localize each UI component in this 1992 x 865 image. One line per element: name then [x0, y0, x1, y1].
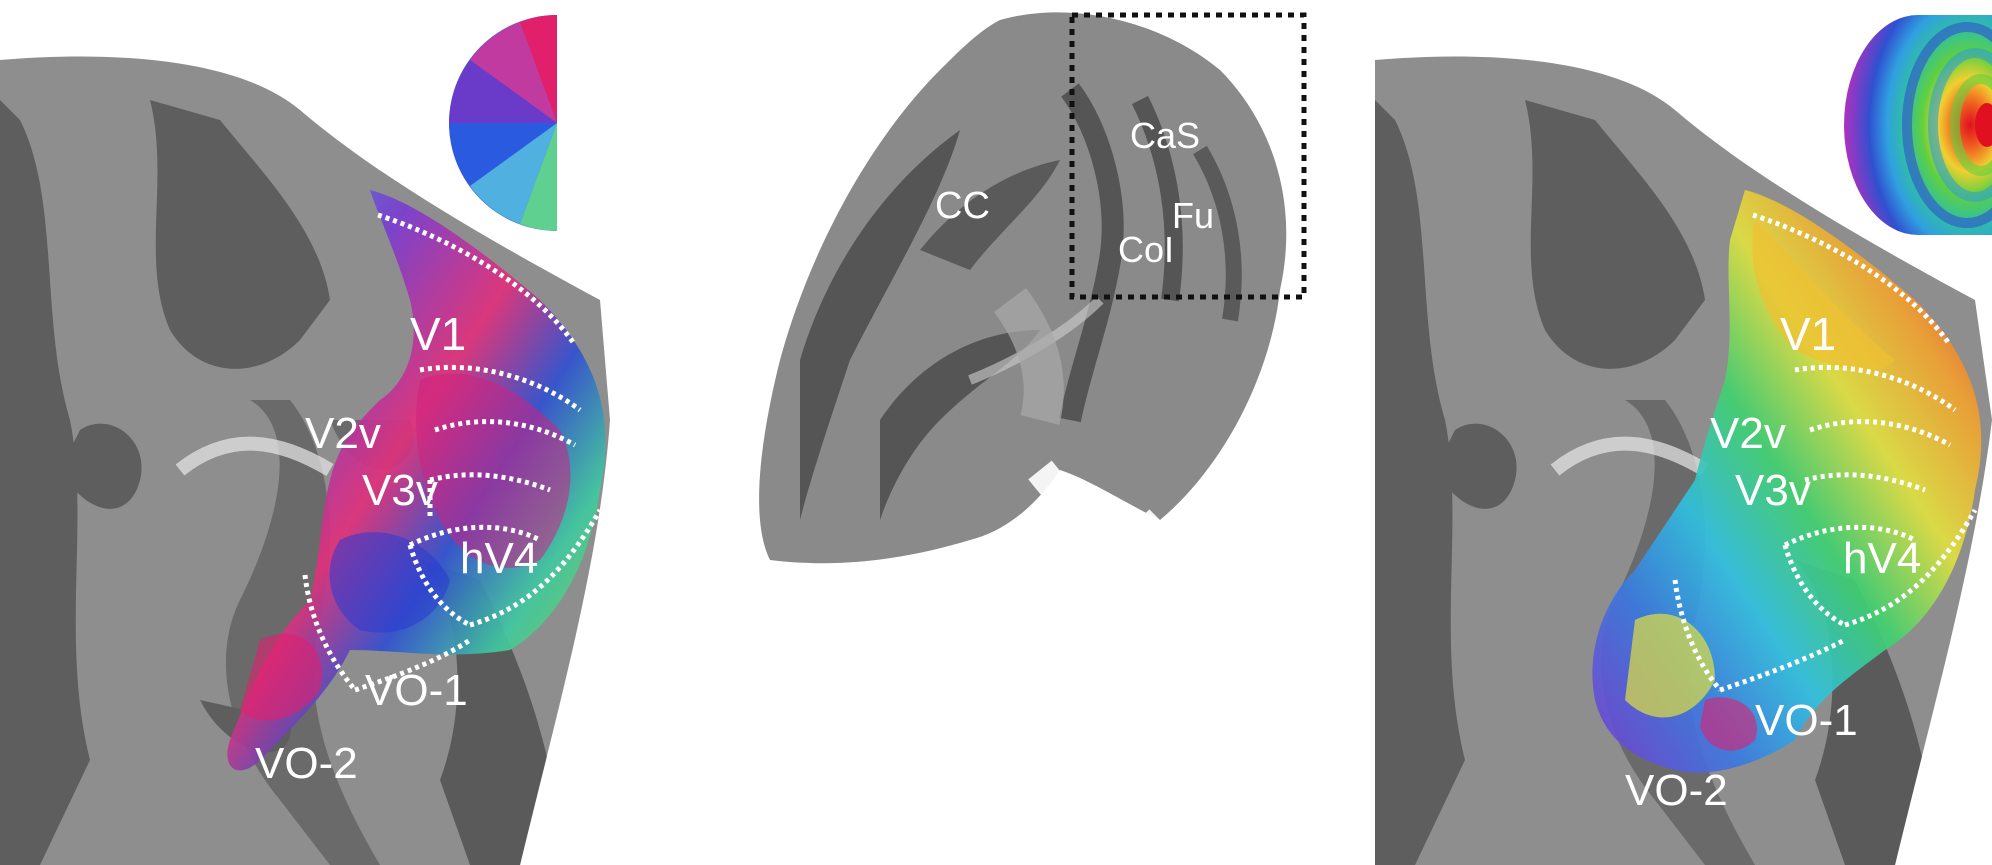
right-label-v3v: V3v [1735, 466, 1811, 515]
left-label-hv4: hV4 [460, 534, 538, 583]
right-label-vo2: VO-2 [1625, 766, 1728, 815]
inflated-brain: CC CaS Fu CoI [740, 0, 1320, 600]
eccentricity-map: V1 V2v V3v hV4 VO-1 VO-2 [1375, 0, 1992, 865]
left-label-vo2: VO-2 [255, 739, 358, 788]
inflated-hemisphere-panel: CC CaS Fu CoI [740, 0, 1320, 600]
right-label-v2v: V2v [1710, 409, 1786, 458]
label-fu: Fu [1172, 195, 1214, 236]
right-label-hv4: hV4 [1843, 534, 1921, 583]
left-label-v1: V1 [410, 308, 466, 360]
eccentricity-panel: V1 V2v V3v hV4 VO-1 VO-2 [1375, 0, 1992, 865]
right-label-vo1: VO-1 [1755, 696, 1858, 745]
left-label-vo1: VO-1 [365, 666, 468, 715]
right-label-v1: V1 [1780, 308, 1836, 360]
label-col: CoI [1118, 229, 1174, 270]
polar-angle-map: V1 V2v V3v hV4 VO-1 VO-2 [0, 0, 620, 865]
left-label-v3v: V3v [362, 466, 438, 515]
polar-angle-panel: V1 V2v V3v hV4 VO-1 VO-2 [0, 0, 620, 865]
label-cc: CC [935, 185, 990, 227]
eccentricity-legend-icon [1844, 15, 1992, 235]
left-label-v2v: V2v [305, 409, 381, 458]
polar-angle-legend-icon [449, 15, 557, 231]
label-cas: CaS [1130, 115, 1200, 156]
